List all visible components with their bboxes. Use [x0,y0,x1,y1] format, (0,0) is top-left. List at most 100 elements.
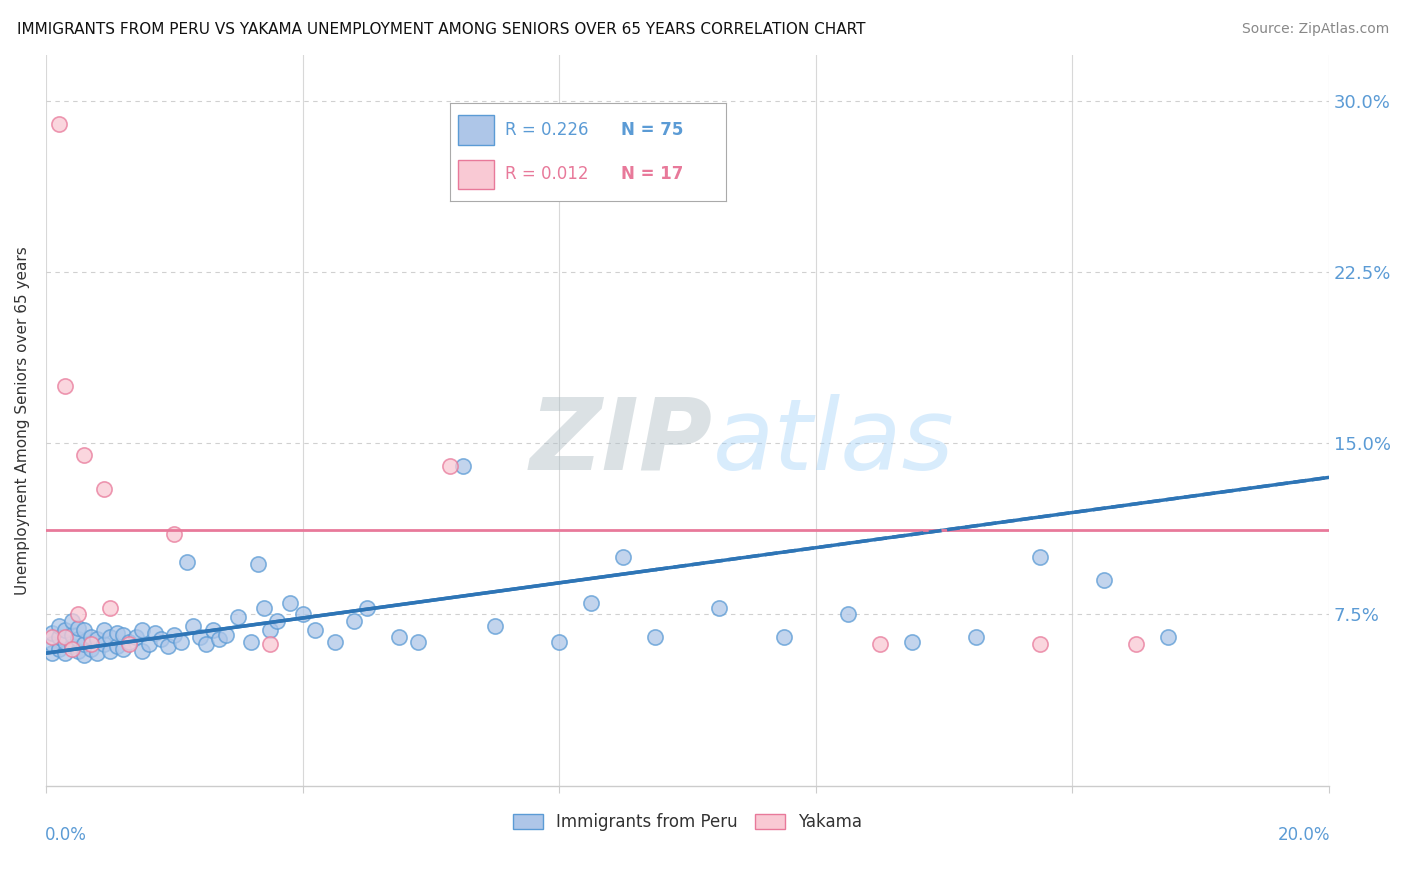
Text: atlas: atlas [713,393,955,491]
Point [41,637,63,651]
Point [105,625,128,640]
Point [291,607,314,622]
Text: Source: ZipAtlas.com: Source: ZipAtlas.com [1241,22,1389,37]
Point [86,646,108,660]
Point [195,637,218,651]
Point [60,628,83,642]
Point [53,634,76,648]
Point [131,624,153,638]
Point [484,619,506,633]
Point [131,644,153,658]
Point [266,614,288,628]
Point [259,624,281,638]
Point [93,482,115,496]
Point [111,628,134,642]
Point [48,619,70,633]
Point [93,624,115,638]
Point [67,644,90,658]
Point [1157,630,1180,644]
Point [343,614,366,628]
Point [48,641,70,656]
Point [73,448,96,462]
Point [150,632,173,647]
Point [80,641,103,656]
Text: ZIP: ZIP [530,393,713,491]
Point [1092,573,1115,587]
Point [41,630,63,644]
Point [356,600,378,615]
Point [156,640,179,654]
Legend: Immigrants from Peru, Yakama: Immigrants from Peru, Yakama [505,805,870,839]
Text: 20.0%: 20.0% [1278,826,1330,844]
Point [53,646,76,660]
Point [80,630,103,644]
Point [143,625,166,640]
Point [41,646,63,660]
Point [304,624,326,638]
Point [869,637,891,651]
Point [709,600,731,615]
Point [48,630,70,644]
Point [246,557,269,571]
Point [644,630,666,644]
Point [214,628,236,642]
Point [86,632,108,647]
Point [53,379,76,393]
Point [125,630,148,644]
Point [163,628,186,642]
Point [253,600,276,615]
Point [73,648,96,663]
Point [53,624,76,638]
Text: 0.0%: 0.0% [45,826,87,844]
Point [323,634,346,648]
Point [98,600,121,615]
Point [98,644,121,658]
Point [1125,637,1147,651]
Point [439,458,461,473]
Point [111,641,134,656]
Text: IMMIGRANTS FROM PERU VS YAKAMA UNEMPLOYMENT AMONG SENIORS OVER 65 YEARS CORRELAT: IMMIGRANTS FROM PERU VS YAKAMA UNEMPLOYM… [17,22,865,37]
Point [118,634,141,648]
Y-axis label: Unemployment Among Seniors over 65 years: Unemployment Among Seniors over 65 years [15,246,30,595]
Point [451,458,474,473]
Point [1029,550,1052,565]
Point [67,607,90,622]
Point [228,609,250,624]
Point [53,630,76,644]
Point [67,632,90,647]
Point [163,527,186,541]
Point [73,637,96,651]
Point [188,630,211,644]
Point [93,637,115,651]
Point [118,637,141,651]
Point [1029,637,1052,651]
Point [183,619,205,633]
Point [48,117,70,131]
Point [80,637,103,651]
Point [240,634,263,648]
Point [837,607,859,622]
Point [259,637,281,651]
Point [105,640,128,654]
Point [612,550,634,565]
Point [201,624,224,638]
Point [60,640,83,654]
Point [41,625,63,640]
Point [67,621,90,635]
Point [772,630,794,644]
Point [278,596,301,610]
Point [169,634,191,648]
Point [548,634,571,648]
Point [406,634,429,648]
Point [579,596,602,610]
Point [901,634,924,648]
Point [138,637,160,651]
Point [98,630,121,644]
Point [60,614,83,628]
Point [388,630,411,644]
Point [208,632,231,647]
Point [60,641,83,656]
Point [965,630,987,644]
Point [73,624,96,638]
Point [176,555,198,569]
